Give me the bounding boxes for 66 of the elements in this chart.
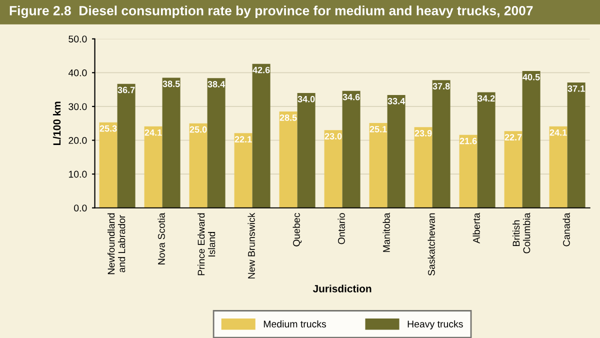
y-axis-title: L/100 km <box>52 102 61 145</box>
bar <box>99 122 118 208</box>
data-label: 36.7 <box>118 86 135 94</box>
bar <box>369 123 388 208</box>
bar <box>234 133 252 208</box>
bar <box>414 127 432 208</box>
x-tick-label: Quebec <box>292 212 302 246</box>
legend-label: Heavy trucks <box>408 320 463 330</box>
y-tick-label: 0.0 <box>74 204 87 212</box>
y-tick-label: 50.0 <box>68 36 87 42</box>
data-label: 24.1 <box>550 129 567 136</box>
data-label: 33.4 <box>388 98 406 104</box>
data-label: 38.5 <box>162 80 180 88</box>
data-label: 28.5 <box>280 114 297 121</box>
bar <box>279 112 298 208</box>
bar <box>342 90 360 208</box>
bar <box>522 70 540 208</box>
data-label: 42.6 <box>252 66 270 74</box>
data-label: 34.0 <box>298 96 315 102</box>
bar <box>144 126 162 208</box>
y-tick-label: 10.0 <box>68 170 87 178</box>
bar <box>549 126 568 208</box>
data-label: 22.7 <box>504 134 522 140</box>
bar <box>297 92 316 208</box>
bar <box>477 92 496 208</box>
data-label: 21.6 <box>460 138 477 144</box>
x-tick-label: Canada <box>562 212 570 246</box>
data-label: 38.4 <box>208 81 226 88</box>
x-tick-label: Nova Scotia <box>158 212 165 264</box>
bar <box>252 64 270 208</box>
bar <box>387 94 406 208</box>
bar <box>324 130 342 208</box>
data-label: 25.1 <box>370 126 387 132</box>
x-tick-label: Ontario <box>338 213 345 244</box>
bar <box>567 82 586 208</box>
data-label: 23.0 <box>324 133 342 140</box>
x-tick-label: New Brunswick <box>248 212 255 278</box>
bar <box>162 78 180 208</box>
bar <box>504 131 522 208</box>
chart-title: Figure 2.8 Diesel consumption rate by province for medium and heavy trucks, 2007 <box>10 6 533 18</box>
data-label: 23.9 <box>414 130 432 136</box>
x-axis-title: Jurisdiction <box>312 284 372 292</box>
data-label: 34.6 <box>342 94 360 100</box>
y-tick-label: 20.0 <box>68 137 87 144</box>
data-label: 34.2 <box>478 95 495 102</box>
data-label: 37.8 <box>432 83 450 90</box>
legend-label: Medium trucks <box>264 320 326 328</box>
x-tick-label: Manitoba <box>382 212 390 252</box>
x-tick-label: Saskatchewan <box>428 213 435 276</box>
y-tick-label: 30.0 <box>68 103 87 110</box>
bar <box>459 134 478 208</box>
data-label: 22.1 <box>234 136 252 142</box>
x-tick-label: Alberta <box>472 212 480 244</box>
x-tick-label: British Columbia <box>512 212 530 254</box>
x-tick-label: Newfoundland and Labrador <box>108 213 126 274</box>
x-tick-label: Prince Edward Island <box>198 213 216 276</box>
bar <box>207 78 226 208</box>
data-label: 37.1 <box>568 85 585 92</box>
data-label: 25.3 <box>100 125 117 132</box>
data-label: 40.5 <box>522 74 540 80</box>
bar <box>117 84 136 208</box>
bar <box>432 80 450 208</box>
bar <box>189 123 208 208</box>
data-label: 24.1 <box>144 129 162 136</box>
y-tick-label: 40.0 <box>68 69 87 76</box>
data-label: 25.0 <box>190 126 207 133</box>
